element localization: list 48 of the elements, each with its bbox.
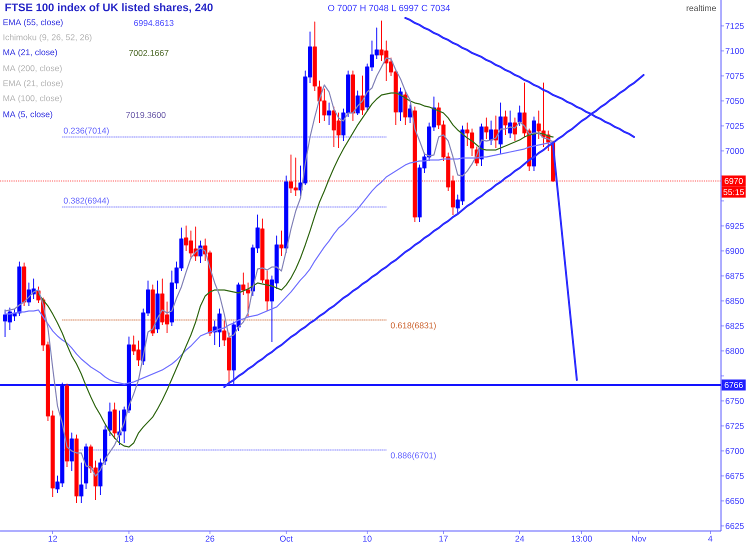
annotation: realtime: [686, 4, 716, 12]
series-label: 0.382(6944): [64, 197, 109, 206]
y-tick-label: 6625: [726, 522, 744, 529]
y-tick-label: 6800: [726, 348, 744, 354]
x-tick-label: Oct: [280, 536, 293, 542]
y-tick-label: 6900: [726, 248, 744, 254]
annotation: 7002.1667: [129, 50, 168, 56]
series-label: 0.236(7014): [64, 127, 109, 136]
annotation: MA (21, close): [3, 49, 57, 57]
y-tick-label: 7075: [726, 72, 744, 79]
annotation: MA (5, close): [3, 111, 52, 119]
x-tick-label: 17: [439, 536, 448, 542]
x-tick-label: 4: [708, 536, 712, 542]
series-label: 0.886(6701): [390, 452, 436, 460]
x-tick-label: 24: [515, 536, 524, 542]
y-tick-label: 6700: [726, 448, 744, 454]
x-tick-label: 12: [48, 536, 58, 542]
x-tick-label: Nov: [632, 536, 646, 542]
annotation: 7019.3600: [126, 112, 166, 118]
text: 55:15: [723, 189, 744, 196]
annotation: O 7007 H 7048 L 6997 C 7034: [328, 4, 450, 12]
ref-line-label: 6970: [724, 178, 743, 184]
y-tick-label: 7050: [726, 98, 744, 104]
y-tick-label: 6650: [726, 498, 744, 504]
annotation: Ichimoku (9, 26, 52, 26): [4, 34, 92, 42]
annotation: 6994.8613: [134, 20, 174, 26]
x-tick-label: 26: [206, 536, 214, 542]
y-tick-label: 7100: [726, 48, 744, 54]
y-tick-label: 6925: [726, 222, 744, 229]
annotation: MA (200, close): [3, 65, 62, 73]
y-tick-label: 6675: [726, 472, 744, 479]
x-tick-label: 10: [363, 536, 372, 542]
y-tick-label: 6850: [726, 298, 744, 304]
x-tick-label: 19: [124, 536, 134, 542]
y-tick-label: 7025: [726, 122, 744, 129]
y-tick-label: 7000: [726, 148, 744, 154]
chart-title: FTSE 100 index of UK listed shares, 240: [5, 3, 213, 13]
annotation: EMA (21, close): [3, 80, 63, 88]
y-tick-label: 6725: [726, 422, 744, 429]
y-tick-label: 6750: [726, 398, 744, 404]
x-tick-label: 13:00: [572, 536, 592, 542]
y-tick-label: 6875: [726, 272, 744, 279]
series-label: 0.618(6831): [390, 322, 436, 330]
ref-line-label: 6766: [724, 382, 743, 388]
annotation: MA (100, close): [3, 95, 62, 103]
y-tick-label: 6825: [726, 322, 744, 329]
y-tick-label: 7125: [726, 22, 744, 29]
annotation: EMA (55, close): [3, 19, 63, 27]
